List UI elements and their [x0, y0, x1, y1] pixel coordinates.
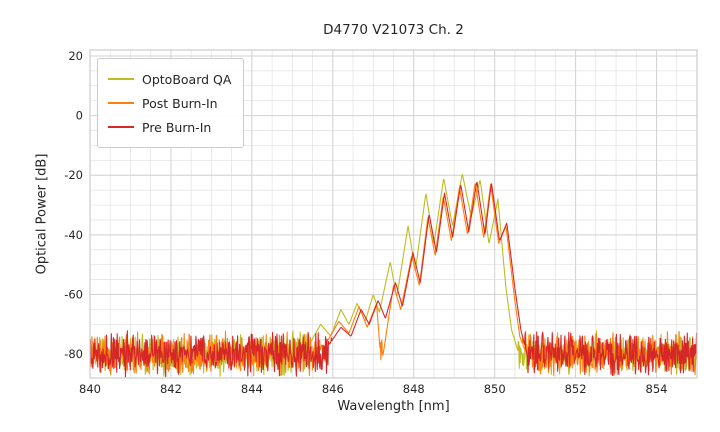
- y-tick-label: -80: [64, 347, 83, 361]
- legend-line-swatch: [108, 102, 134, 104]
- legend-label: OptoBoard QA: [142, 71, 232, 87]
- axes-spine: [89, 49, 698, 379]
- series-line-pre-burn-in: [89, 181, 698, 378]
- x-tick-label: 840: [79, 382, 101, 396]
- chart-title: D4770 V21073 Ch. 2: [323, 22, 464, 38]
- legend-line-swatch: [108, 78, 134, 80]
- x-tick-label: 850: [484, 382, 506, 396]
- y-tick-label: -40: [64, 228, 83, 242]
- y-tick-label: 20: [68, 49, 83, 63]
- legend-item: Post Burn-In: [108, 91, 231, 115]
- x-tick-label: 842: [160, 382, 182, 396]
- legend-label: Post Burn-In: [142, 95, 218, 111]
- series-line-post-burn-in: [89, 183, 698, 377]
- x-tick-label: 848: [403, 382, 425, 396]
- legend-item: OptoBoard QA: [108, 67, 231, 91]
- legend-label: Pre Burn-In: [142, 119, 212, 135]
- legend: OptoBoard QA Post Burn-In Pre Burn-In: [97, 58, 245, 148]
- x-axis-label: Wavelength [nm]: [337, 399, 450, 414]
- x-tick-label: 844: [241, 382, 263, 396]
- legend-line-swatch: [108, 126, 134, 128]
- y-tick-label: -60: [64, 288, 83, 302]
- y-axis-label: Optical Power [dB]: [34, 153, 50, 275]
- legend-item: Pre Burn-In: [108, 115, 231, 139]
- x-tick-label: 852: [565, 382, 587, 396]
- y-tick-label: -20: [64, 168, 83, 182]
- y-tick-label: 0: [76, 109, 83, 123]
- x-tick-label: 854: [646, 382, 668, 396]
- x-tick-label: 846: [322, 382, 344, 396]
